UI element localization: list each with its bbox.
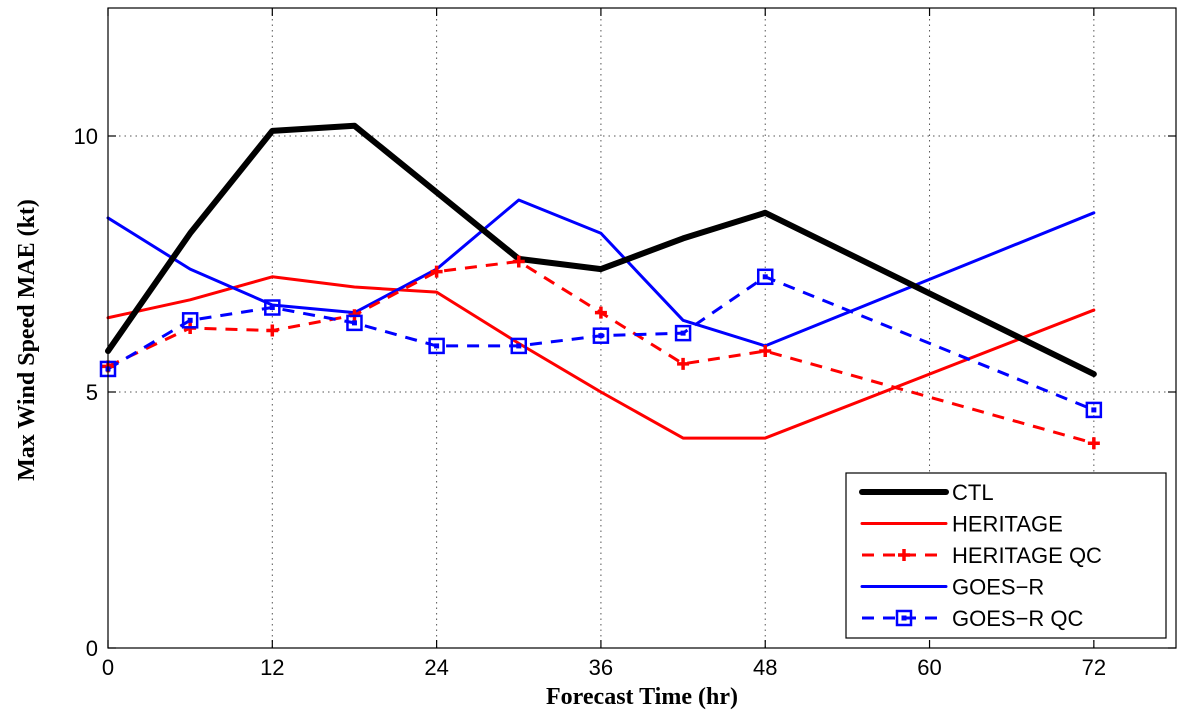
y-tick-label: 0 (86, 636, 98, 661)
data-point-center (351, 320, 357, 326)
series-line-goes-r-qc (107, 275, 1095, 412)
x-tick-label: 24 (424, 655, 448, 680)
data-point (594, 306, 607, 319)
x-axis-title: Forecast Time (hr) (546, 684, 738, 710)
y-axis-title: Max Wind Speed MAE (kt) (14, 199, 40, 481)
legend-label: GOES−R QC (952, 606, 1084, 631)
legend-marker (895, 609, 913, 627)
data-point (346, 314, 363, 332)
x-tick-label: 36 (589, 655, 613, 680)
data-point (592, 327, 610, 344)
x-tick-label: 72 (1082, 655, 1106, 680)
data-point-center (434, 343, 440, 349)
y-tick-label: 10 (74, 124, 98, 149)
data-point (428, 337, 445, 355)
data-point-center (187, 317, 193, 323)
data-point (512, 255, 525, 268)
data-point (674, 324, 692, 342)
data-point (510, 337, 528, 355)
x-tick-label: 0 (102, 655, 114, 680)
legend-label: HERITAGE (952, 512, 1063, 537)
series-line-ctl (105, 122, 1097, 378)
series-markers (99, 255, 1103, 450)
data-point (677, 357, 690, 370)
data-point (1085, 401, 1103, 419)
series-lines (105, 122, 1097, 445)
data-point-center (1091, 407, 1097, 413)
legend-marker (898, 549, 910, 561)
legend-label: GOES−R (952, 575, 1044, 600)
x-tick-label: 48 (753, 655, 777, 680)
axis-ticks: 0 12 24 36 48 60 72 0 5 10 (74, 8, 1176, 680)
legend: CTL HERITAGE HERITAGE QC GOES−R GOES−R QC (845, 472, 1167, 639)
data-point (430, 265, 443, 278)
x-tick-label: 12 (260, 655, 284, 680)
data-point (1087, 437, 1100, 450)
legend-label: HERITAGE QC (952, 543, 1102, 568)
x-tick-label: 60 (917, 655, 941, 680)
plot-area-frame (107, 7, 1177, 649)
data-point-center (516, 343, 522, 349)
data-point (756, 268, 774, 286)
legend-marker-center (901, 615, 907, 621)
data-point (266, 324, 279, 337)
y-tick-label: 5 (86, 380, 98, 405)
data-point-center (762, 274, 768, 280)
series-line-goes-r (106, 198, 1096, 348)
data-point-center (598, 333, 604, 339)
legend-label: CTL (952, 480, 994, 505)
data-point (181, 312, 199, 329)
data-point (759, 345, 772, 358)
series-line-heritage-qc (107, 259, 1095, 445)
data-point-center (680, 330, 686, 336)
data-point (264, 299, 281, 316)
data-point-center (269, 305, 275, 311)
